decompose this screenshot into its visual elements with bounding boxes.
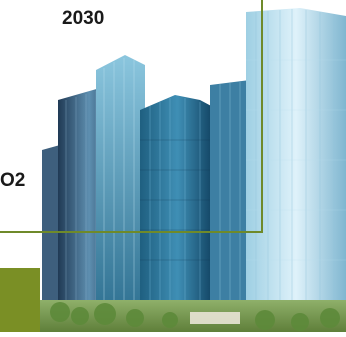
year-label: 2030 bbox=[62, 8, 105, 29]
co2-label: O2 bbox=[0, 170, 26, 191]
accent-green-block bbox=[0, 268, 40, 332]
